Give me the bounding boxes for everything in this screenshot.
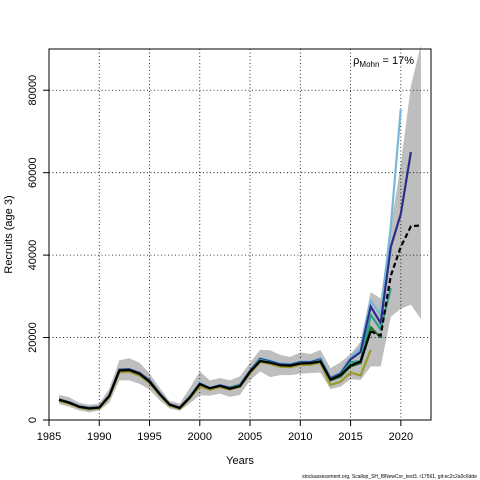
- x-tick-label-2010: 2010: [288, 431, 312, 443]
- x-ticks: 1985 1990 1995 2000 2005 2010 2015 2020: [37, 420, 413, 443]
- x-tick-label-2005: 2005: [238, 431, 262, 443]
- y-tick-label-60000: 60000: [27, 157, 39, 188]
- rho-subscript: Mohn: [359, 60, 379, 69]
- plot-frame: [48, 48, 432, 421]
- x-tick-label-1990: 1990: [87, 431, 111, 443]
- series-layer: [58, 108, 421, 411]
- x-tick-label-2015: 2015: [338, 431, 362, 443]
- y-tick-label-80000: 80000: [27, 75, 39, 106]
- rho-symbol: ρ: [353, 55, 359, 67]
- y-tick-label-20000: 20000: [27, 322, 39, 353]
- series-line-5-dashed: [370, 224, 421, 338]
- x-tick-label-1995: 1995: [137, 431, 161, 443]
- y-ticks: 0 20000 40000 60000 80000: [27, 75, 49, 423]
- x-axis-title: Years: [226, 455, 254, 467]
- y-tick-label-0: 0: [27, 417, 39, 423]
- series-line-5: [58, 331, 372, 410]
- y-tick-label-40000: 40000: [27, 240, 39, 271]
- y-axis-title: Recruits (age 3): [3, 195, 15, 273]
- mohn-rho-annotation: ρMohn = 17%: [353, 55, 414, 69]
- rho-value: = 17%: [379, 55, 414, 67]
- x-tick-label-2000: 2000: [188, 431, 212, 443]
- x-tick-label-1985: 1985: [37, 431, 61, 443]
- credit-text: stockassessment.org, Scallop_SH_f8NewCor…: [302, 474, 477, 480]
- x-tick-label-2020: 2020: [389, 431, 413, 443]
